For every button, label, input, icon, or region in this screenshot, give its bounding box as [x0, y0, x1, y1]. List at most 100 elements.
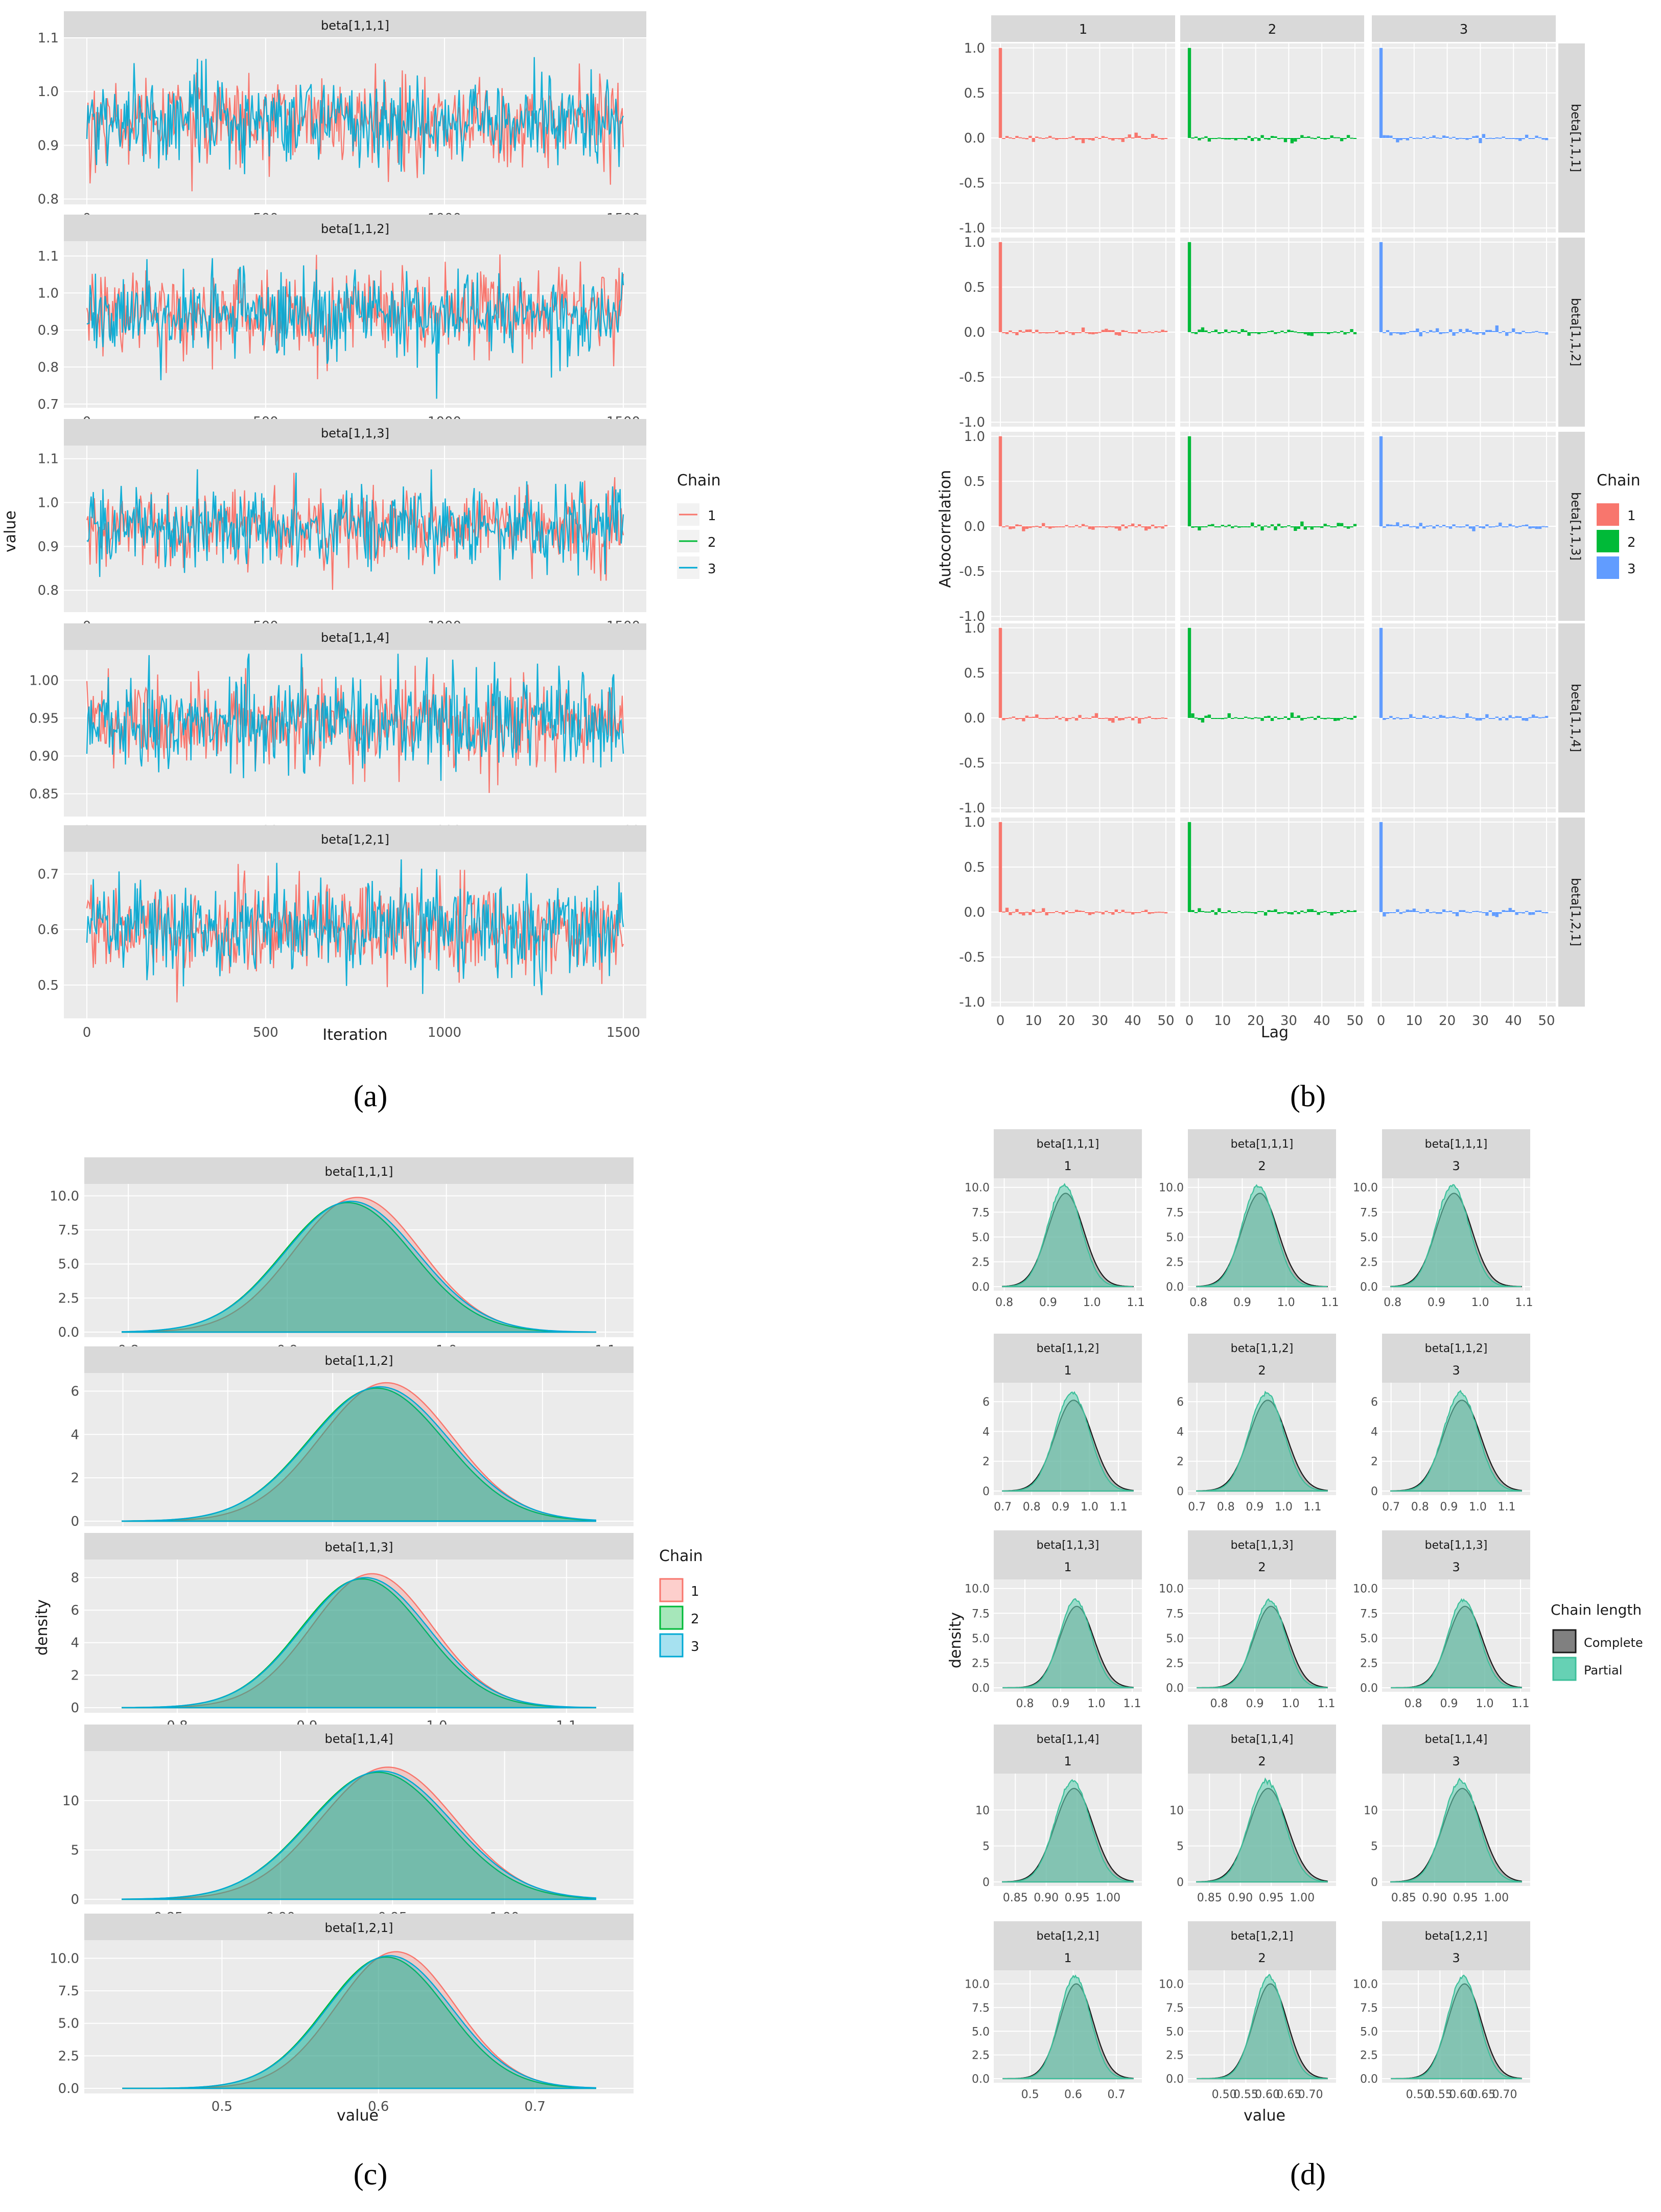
- acf-bar: [1522, 331, 1525, 332]
- legend-label: 3: [691, 1639, 699, 1655]
- acf-bar: [1392, 332, 1396, 333]
- acf-bar: [1495, 912, 1499, 917]
- acf-bar: [1528, 912, 1532, 915]
- acf-bar: [1134, 912, 1138, 913]
- trace-line-chain-3: [86, 654, 624, 781]
- x-tick-label: 10: [1214, 1013, 1231, 1029]
- acf-bar: [1045, 912, 1048, 916]
- acf-bar: [1241, 329, 1244, 332]
- trace-line-chain-3: [86, 258, 624, 399]
- acf-bar: [1061, 332, 1065, 334]
- y-tick-label: 2.5: [1166, 1657, 1184, 1670]
- y-tick-label: 6: [982, 1396, 990, 1409]
- row-strip: [1558, 623, 1585, 812]
- acf-bar: [1482, 526, 1486, 529]
- y-tick-label: 10.0: [965, 1978, 990, 1991]
- acf-bar: [1157, 526, 1161, 527]
- acf-bar: [1151, 524, 1155, 526]
- acf-bar: [1144, 526, 1148, 531]
- acf-bar: [1337, 912, 1340, 913]
- acf-bar: [1419, 718, 1422, 719]
- x-tick-label: 1.00: [1484, 1892, 1509, 1904]
- acf-bar: [1025, 138, 1029, 139]
- y-tick-label: 2: [1371, 1456, 1378, 1469]
- y-tick-label: 7.5: [1360, 1608, 1378, 1620]
- acf-bar: [1022, 718, 1025, 721]
- acf-bar: [1531, 331, 1535, 333]
- facet-strip: [84, 1157, 634, 1184]
- acf-bar: [1337, 137, 1340, 138]
- y-axis-label: density: [947, 1612, 965, 1668]
- facet-strip: [1382, 1530, 1530, 1579]
- acf-bar: [1459, 329, 1462, 332]
- acf-bar: [1257, 717, 1261, 719]
- acf-bar: [1035, 912, 1039, 913]
- y-tick-label: 1.0: [38, 496, 59, 511]
- acf-bar: [998, 627, 1002, 718]
- acf-bar: [1237, 911, 1241, 913]
- acf-bar: [1383, 332, 1386, 333]
- acf-bar: [1231, 718, 1234, 719]
- x-tick-label: 1.1: [1110, 1501, 1128, 1514]
- col-strip: [991, 15, 1175, 42]
- acf-bar: [1065, 138, 1068, 139]
- acf-bar: [1247, 526, 1251, 528]
- acf-bar: [1270, 524, 1274, 526]
- legend-label: Partial: [1584, 1663, 1622, 1678]
- acf-bar: [1462, 138, 1466, 139]
- row-strip-label: beta[1,1,2]: [1569, 298, 1583, 366]
- x-tick-label: 0.85: [1003, 1892, 1028, 1904]
- acf-bar: [1499, 522, 1502, 526]
- acf-bar: [1114, 332, 1118, 335]
- acf-bar: [1317, 715, 1320, 718]
- x-tick-label: 0.50: [1212, 2088, 1237, 2101]
- y-tick-label: 0.0: [1166, 2073, 1184, 2086]
- y-tick-label: 0.9: [38, 539, 59, 554]
- acf-bar: [1412, 331, 1416, 332]
- y-tick-label: -0.5: [959, 950, 985, 965]
- acf-bar: [1290, 138, 1294, 144]
- acf-bar: [1386, 524, 1390, 526]
- y-tick-label: 0.5: [964, 666, 985, 681]
- acf-bar: [1317, 332, 1320, 333]
- acf-bar: [1277, 718, 1281, 719]
- acf-bar: [1198, 718, 1201, 720]
- acf-bar: [1409, 526, 1413, 527]
- acf-bar: [1022, 331, 1025, 333]
- acf-bar: [1048, 526, 1052, 529]
- x-tick-label: 1.1: [1321, 1296, 1339, 1309]
- acf-bar: [1303, 526, 1307, 530]
- facet-strip: [994, 1334, 1142, 1383]
- y-tick-label: 10.0: [1159, 1978, 1184, 1991]
- acf-bar: [1128, 912, 1131, 913]
- acf-bar: [1406, 910, 1410, 912]
- acf-bar: [1439, 137, 1442, 139]
- y-tick-label: 2: [982, 1456, 990, 1469]
- acf-bar: [1118, 138, 1121, 139]
- acf-bar: [1445, 526, 1449, 527]
- legend-key: [1552, 1657, 1577, 1681]
- acf-bar: [1231, 912, 1234, 913]
- acf-bar: [1148, 138, 1151, 139]
- x-tick-label: 0.9: [1440, 1501, 1458, 1514]
- acf-bar: [1015, 332, 1019, 336]
- acf-bar: [1114, 526, 1118, 529]
- acf-bar: [1462, 910, 1466, 912]
- acf-bar: [1541, 526, 1545, 527]
- acf-bar: [1134, 332, 1138, 334]
- acf-bar: [1492, 912, 1495, 916]
- acf-bar: [1495, 716, 1499, 718]
- facet-strip-label: beta[1,1,2]: [325, 1354, 393, 1368]
- acf-bar: [1244, 138, 1248, 140]
- x-tick-label: 0.7: [1188, 1501, 1206, 1514]
- acf-bar: [1118, 912, 1121, 913]
- acf-bar: [1522, 138, 1525, 139]
- y-tick-label: 4: [1371, 1426, 1378, 1438]
- acf-bar: [1134, 132, 1138, 138]
- acf-bar: [1297, 715, 1301, 718]
- acf-bar: [1412, 716, 1416, 718]
- acf-bar: [1333, 526, 1337, 527]
- acf-bar: [1207, 714, 1211, 718]
- y-tick-label: 2.5: [1360, 2050, 1378, 2062]
- acf-bar: [1326, 138, 1330, 139]
